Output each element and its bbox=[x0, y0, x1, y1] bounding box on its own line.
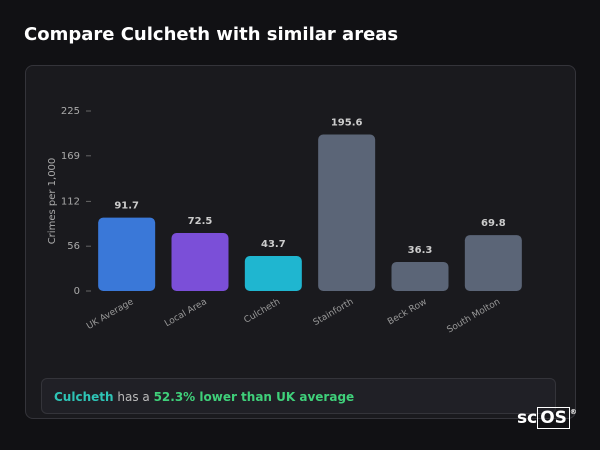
value-label: 43.7 bbox=[261, 239, 286, 250]
x-tick-label: UK Average bbox=[85, 297, 136, 332]
y-tick-label: 56 bbox=[67, 241, 80, 252]
bar bbox=[171, 233, 229, 291]
y-tick-label: 225 bbox=[61, 106, 80, 117]
y-axis-label: Crimes per 1,000 bbox=[47, 158, 58, 245]
bar bbox=[464, 235, 522, 291]
page-title: Compare Culcheth with similar areas bbox=[24, 24, 399, 45]
value-label: 91.7 bbox=[114, 201, 139, 212]
summary-text: has a bbox=[113, 390, 154, 404]
bar bbox=[391, 261, 449, 291]
summary: Culcheth has a 52.3% lower than UK avera… bbox=[41, 378, 556, 414]
bar bbox=[244, 256, 302, 291]
value-label: 195.6 bbox=[331, 118, 363, 129]
x-tick-label: South Molton bbox=[446, 297, 503, 335]
logo-boxed: OS bbox=[537, 407, 570, 429]
bar bbox=[318, 134, 376, 291]
summary-highlight: 52.3% lower than UK average bbox=[153, 390, 355, 404]
logo-text: sc bbox=[517, 408, 538, 428]
value-label: 69.8 bbox=[481, 218, 506, 229]
y-tick-label: 169 bbox=[61, 151, 80, 162]
x-tick-label: Stainforth bbox=[312, 297, 356, 328]
value-label: 72.5 bbox=[188, 216, 213, 227]
x-tick-label: Culcheth bbox=[243, 297, 283, 326]
x-tick-label: Local Area bbox=[163, 297, 209, 329]
logo: sc OS ® bbox=[517, 407, 577, 429]
summary-place: Culcheth bbox=[54, 390, 114, 404]
y-tick-label: 112 bbox=[61, 196, 80, 207]
x-tick-label: Beck Row bbox=[386, 297, 429, 327]
value-label: 36.3 bbox=[408, 245, 433, 256]
bar bbox=[98, 217, 156, 291]
y-tick-label: 0 bbox=[74, 286, 80, 297]
logo-mark: ® bbox=[569, 408, 577, 416]
